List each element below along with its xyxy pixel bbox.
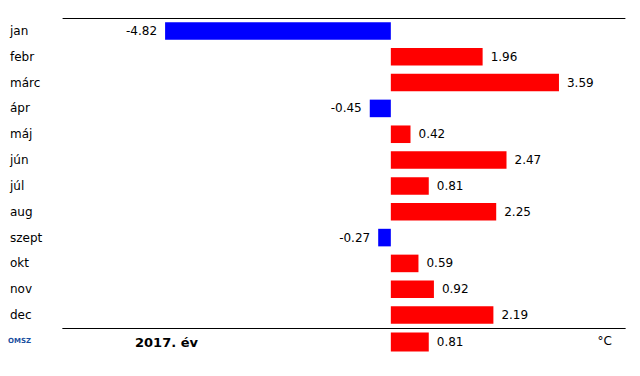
svg-text:nov: nov [10, 282, 32, 296]
svg-text:2017. év: 2017. év [135, 335, 198, 350]
svg-text:jún: jún [9, 153, 29, 167]
svg-text:-4.82: -4.82 [126, 24, 157, 38]
svg-text:2.47: 2.47 [515, 153, 542, 167]
svg-text:3.59: 3.59 [567, 76, 594, 90]
svg-text:0.92: 0.92 [442, 282, 469, 296]
svg-text:0.42: 0.42 [419, 127, 446, 141]
svg-text:0.81: 0.81 [437, 335, 464, 349]
svg-text:0.81: 0.81 [437, 179, 464, 193]
svg-text:dec: dec [10, 308, 32, 322]
svg-text:2.19: 2.19 [501, 308, 528, 322]
svg-text:aug: aug [10, 205, 33, 219]
svg-text:júl: júl [9, 179, 24, 193]
svg-text:jan: jan [9, 24, 28, 38]
svg-text:0.59: 0.59 [426, 256, 453, 270]
svg-text:ápr: ápr [10, 101, 30, 115]
svg-text:márc: márc [10, 76, 40, 90]
svg-text:febr: febr [10, 50, 34, 64]
svg-text:2.25: 2.25 [504, 205, 531, 219]
svg-text:okt: okt [10, 256, 29, 270]
svg-text:°C: °C [598, 334, 612, 348]
svg-text:-0.27: -0.27 [339, 231, 370, 245]
svg-text:1.96: 1.96 [491, 50, 518, 64]
svg-text:OMSZ: OMSZ [8, 337, 31, 345]
svg-text:-0.45: -0.45 [331, 101, 362, 115]
svg-text:máj: máj [10, 127, 32, 141]
svg-text:szept: szept [10, 231, 43, 245]
